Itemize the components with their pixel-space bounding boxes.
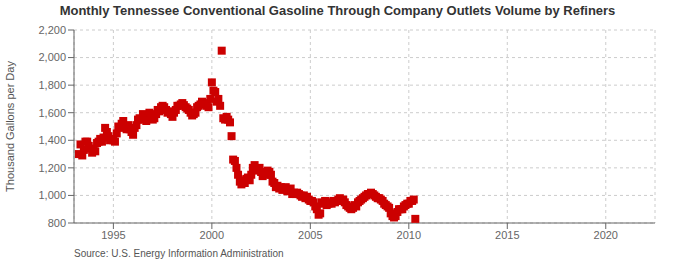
svg-text:2005: 2005 — [298, 229, 322, 241]
html-text:Monthly Tennessee Conventional: Monthly Tennessee Conventional Gasoline … — [59, 3, 616, 18]
svg-text:1995: 1995 — [101, 229, 125, 241]
svg-text:1,200: 1,200 — [38, 162, 66, 174]
svg-text:1,400: 1,400 — [38, 134, 66, 146]
svg-text:1,600: 1,600 — [38, 107, 66, 119]
svg-text:2015: 2015 — [495, 229, 519, 241]
svg-text:2,200: 2,200 — [38, 24, 66, 36]
svg-text:2000: 2000 — [200, 229, 224, 241]
svg-text:800: 800 — [48, 217, 66, 229]
svg-text:2020: 2020 — [594, 229, 618, 241]
svg-text:1,800: 1,800 — [38, 79, 66, 91]
html-text:Source: U.S. Energy Informatio: Source: U.S. Energy Information Administ… — [74, 248, 284, 259]
svg-text:1,000: 1,000 — [38, 189, 66, 201]
svg-text:2010: 2010 — [397, 229, 421, 241]
svg-text:2,000: 2,000 — [38, 51, 66, 63]
svg-text:Thousand Gallons per Day: Thousand Gallons per Day — [8, 61, 16, 192]
